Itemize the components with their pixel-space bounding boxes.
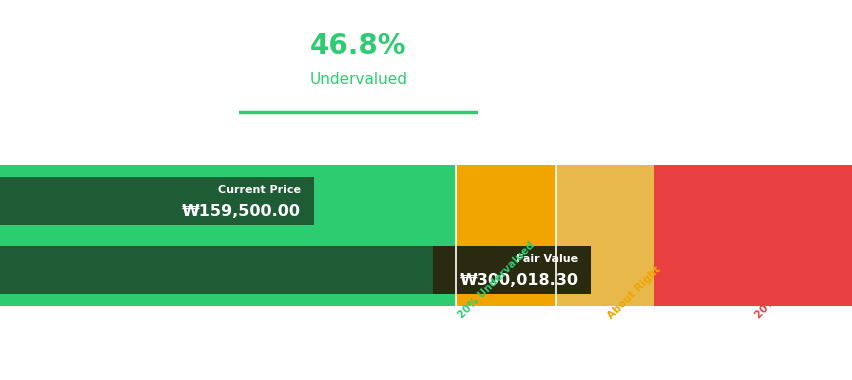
Text: Undervalued: Undervalued	[309, 72, 406, 87]
Bar	[653, 234, 852, 306]
Bar	[556, 165, 653, 236]
Bar	[0, 165, 456, 236]
Text: 20% Overvalued: 20% Overvalued	[752, 246, 827, 321]
Text: Fair Value: Fair Value	[515, 254, 578, 264]
Text: 20% Undervalued: 20% Undervalued	[456, 240, 536, 321]
Bar	[0, 234, 456, 306]
Bar	[0, 177, 314, 225]
Text: ₩300,018.30: ₩300,018.30	[458, 274, 578, 288]
Text: ₩159,500.00: ₩159,500.00	[181, 204, 301, 219]
Bar	[433, 246, 590, 294]
Bar	[456, 234, 556, 306]
Text: About Right: About Right	[605, 264, 662, 321]
Bar	[456, 165, 556, 236]
Text: Current Price: Current Price	[218, 185, 301, 195]
Bar	[556, 234, 653, 306]
Bar	[0, 246, 590, 294]
Text: 46.8%: 46.8%	[309, 32, 406, 60]
Bar	[653, 165, 852, 236]
